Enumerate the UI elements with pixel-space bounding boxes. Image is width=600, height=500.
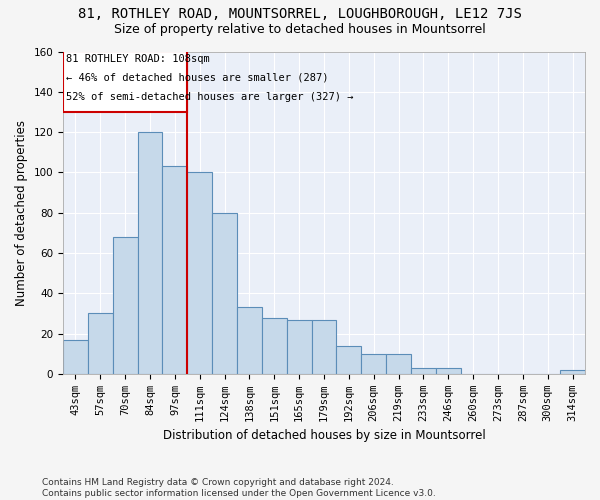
Bar <box>88 314 113 374</box>
Bar <box>337 346 361 374</box>
Y-axis label: Number of detached properties: Number of detached properties <box>15 120 28 306</box>
X-axis label: Distribution of detached houses by size in Mountsorrel: Distribution of detached houses by size … <box>163 430 485 442</box>
Bar <box>63 52 187 112</box>
Text: 52% of semi-detached houses are larger (327) →: 52% of semi-detached houses are larger (… <box>66 92 353 102</box>
Bar <box>386 354 411 374</box>
Bar <box>113 237 137 374</box>
Bar <box>436 368 461 374</box>
Bar <box>262 318 287 374</box>
Text: 81, ROTHLEY ROAD, MOUNTSORREL, LOUGHBOROUGH, LE12 7JS: 81, ROTHLEY ROAD, MOUNTSORREL, LOUGHBORO… <box>78 8 522 22</box>
Bar <box>237 308 262 374</box>
Text: Size of property relative to detached houses in Mountsorrel: Size of property relative to detached ho… <box>114 22 486 36</box>
Bar <box>187 172 212 374</box>
Bar <box>63 340 88 374</box>
Bar <box>212 212 237 374</box>
Bar <box>361 354 386 374</box>
Text: Contains HM Land Registry data © Crown copyright and database right 2024.
Contai: Contains HM Land Registry data © Crown c… <box>42 478 436 498</box>
Bar <box>287 320 311 374</box>
Bar <box>137 132 163 374</box>
Text: 81 ROTHLEY ROAD: 108sqm: 81 ROTHLEY ROAD: 108sqm <box>66 54 210 64</box>
Bar <box>411 368 436 374</box>
Bar <box>560 370 585 374</box>
Text: ← 46% of detached houses are smaller (287): ← 46% of detached houses are smaller (28… <box>66 72 329 83</box>
Bar <box>163 166 187 374</box>
Bar <box>311 320 337 374</box>
